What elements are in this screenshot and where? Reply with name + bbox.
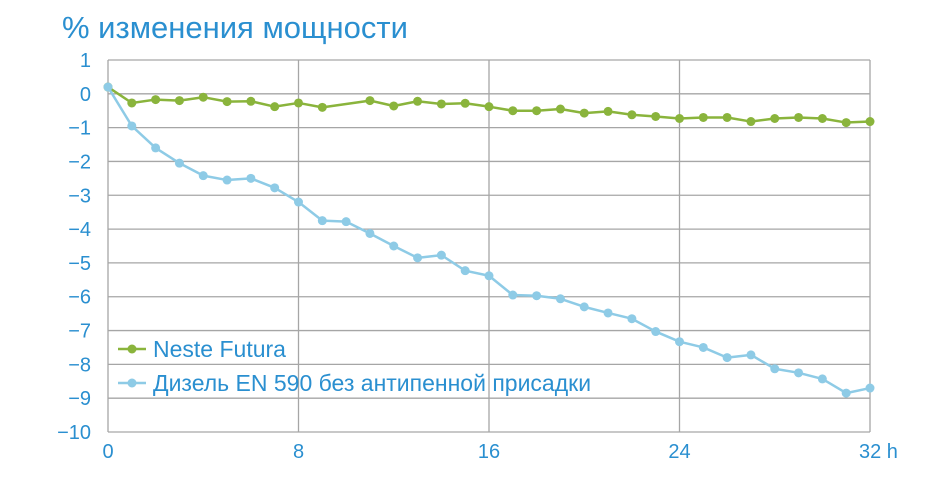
series-0-point [127, 98, 137, 108]
legend-item-neste-futura: Neste Futura [118, 336, 286, 362]
series-0-point [651, 111, 661, 121]
y-tick-label: 0 [80, 84, 91, 106]
x-tick-label: 24 [668, 441, 690, 463]
series-1-point [413, 253, 423, 263]
y-tick-label: 1 [80, 50, 91, 72]
series-0-point [555, 104, 565, 114]
series-0-point [413, 96, 423, 106]
series-1-point [579, 302, 589, 312]
y-tick-label: −5 [68, 253, 91, 275]
series-1-point [198, 171, 208, 181]
series-1-point [127, 121, 137, 131]
y-tick-label: −7 [68, 321, 91, 343]
series-1-point [651, 327, 661, 337]
x-tick-label: 8 [293, 441, 304, 463]
legend-swatch-marker [127, 344, 137, 354]
series-0-point [770, 114, 780, 124]
y-tick-label: −6 [68, 287, 91, 309]
series-0-point [579, 108, 589, 118]
series-0-point [270, 102, 280, 112]
series-1-point [317, 216, 327, 226]
y-tick-label: −4 [68, 219, 91, 241]
series-0-point [151, 95, 161, 105]
series-0-point [841, 118, 851, 128]
x-axis-tick-labels: 0 8 16 24 32 h [102, 441, 898, 463]
legend-label: Дизель EN 590 без антипенной присадки [153, 370, 591, 396]
series-1-point [532, 291, 542, 301]
legend-swatch-marker [127, 378, 137, 388]
series-0-point [436, 99, 446, 109]
series-0-point [198, 92, 208, 102]
series-0-point [508, 106, 518, 116]
x-tick-label: 32 h [859, 441, 898, 463]
series-layer [103, 82, 875, 398]
series-1-point [675, 337, 684, 347]
series-0-point [317, 102, 327, 112]
y-tick-label: −3 [68, 185, 91, 207]
series-0-point [698, 112, 708, 122]
y-tick-label: −10 [57, 422, 91, 444]
series-0-point [817, 114, 827, 124]
series-1-point [222, 175, 232, 185]
series-1-point [436, 250, 446, 260]
legend-item-diesel-en590: Дизель EN 590 без антипенной присадки [118, 370, 591, 396]
series-0-point [222, 97, 232, 107]
series-1-point [294, 197, 303, 207]
series-0-point [794, 112, 804, 122]
series-0-point [174, 96, 184, 106]
series-1-point [698, 342, 708, 352]
series-0-point [460, 98, 470, 108]
series-1-point [817, 374, 827, 384]
legend: Neste Futura Дизель EN 590 без антипенно… [118, 336, 591, 396]
series-0-point [865, 117, 875, 127]
series-1-point [484, 271, 494, 281]
series-0-point [246, 96, 256, 106]
y-tick-label: −9 [68, 388, 91, 410]
series-0-point [389, 101, 399, 111]
series-1-point [555, 294, 565, 304]
series-0-point [722, 112, 732, 122]
legend-label: Neste Futura [153, 336, 286, 362]
series-1-point [627, 314, 637, 324]
series-0-point [746, 117, 756, 127]
series-0-point [675, 114, 684, 124]
series-1-point [341, 217, 351, 227]
y-tick-label: −1 [68, 118, 91, 140]
series-1-point [841, 388, 851, 398]
series-1-point [174, 158, 184, 168]
series-1-point [770, 364, 780, 374]
series-1-point [246, 173, 256, 183]
y-tick-label: −2 [68, 151, 91, 173]
series-1-point [103, 82, 113, 92]
series-0-point [365, 96, 375, 106]
series-1-point [365, 228, 375, 238]
y-axis-tick-labels: 1 0 −1 −2 −3 −4 −5 −6 −7 −8 −9 −10 [57, 50, 91, 444]
series-0-point [484, 102, 494, 112]
series-1-point [460, 266, 470, 276]
x-tick-label: 0 [102, 441, 113, 463]
series-0-point [627, 110, 637, 120]
series-1-point [389, 241, 399, 251]
grid [107, 59, 871, 433]
series-1-point [794, 368, 804, 378]
series-1-point [865, 383, 875, 393]
series-1-point [603, 308, 613, 318]
y-tick-label: −8 [68, 354, 91, 376]
series-1-point [508, 290, 518, 300]
chart-title: % изменения мощности [62, 10, 408, 45]
series-1-point [270, 183, 280, 193]
x-tick-label: 16 [478, 441, 500, 463]
series-1-point [746, 350, 756, 360]
series-1-point [722, 353, 732, 363]
series-0-point [603, 106, 613, 116]
series-1-point [151, 143, 161, 153]
series-0-point [532, 106, 542, 116]
series-0-point [294, 98, 303, 108]
